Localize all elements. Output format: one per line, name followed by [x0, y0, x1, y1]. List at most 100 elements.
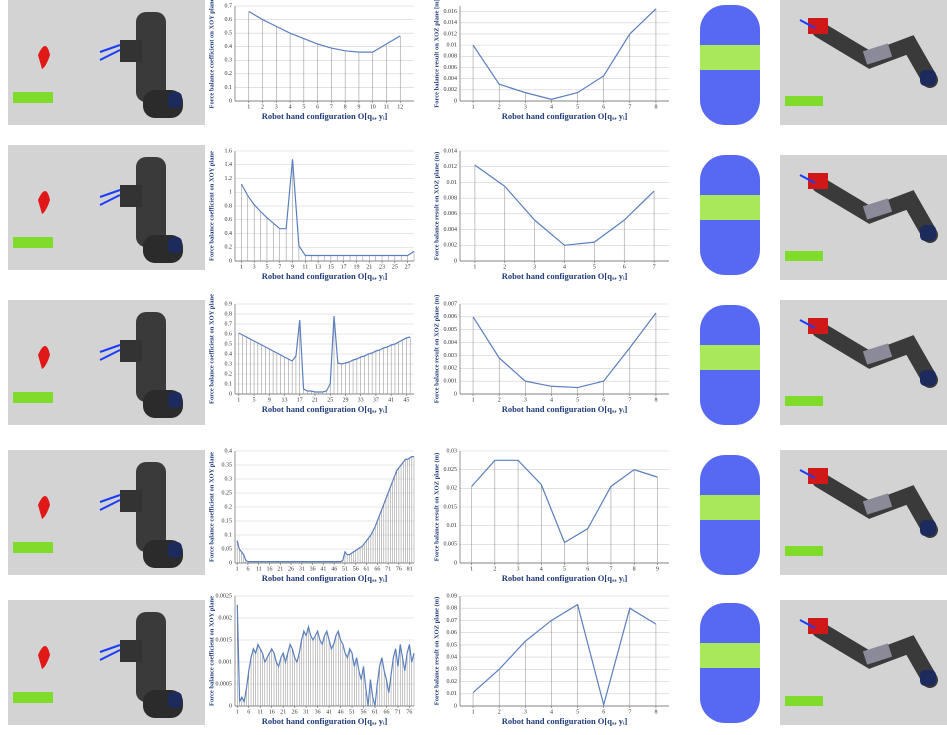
x-tick-label: 61 — [364, 566, 370, 572]
y-tick-label: 1.4 — [225, 162, 233, 168]
x-tick-label: 5 — [265, 264, 268, 270]
x-tick-label: 10 — [370, 104, 376, 110]
x-tick-label: 21 — [280, 709, 286, 715]
y-tick-label: 0.1 — [225, 85, 233, 91]
y-tick-label: 1.6 — [225, 148, 233, 154]
y-tick-label: 0.006 — [444, 65, 458, 71]
x-tick-label: 2 — [498, 104, 501, 110]
robot-image — [780, 0, 947, 125]
x-tick-label: 1 — [247, 104, 250, 110]
x-axis-label: Robot hand configuration O[qₐ, yᵢ] — [262, 271, 388, 281]
x-tick-label: 51 — [342, 566, 348, 572]
y-tick-label: 0.01 — [447, 42, 458, 48]
x-tick-label: 5 — [593, 264, 596, 270]
x-tick-label: 8 — [633, 566, 636, 572]
y-tick-label: 0.03 — [447, 667, 458, 673]
x-axis-label: Robot hand configuration O[qₐ, yᵢ] — [502, 271, 628, 281]
y-tick-label: 0 — [454, 703, 457, 709]
x-tick-label: 71 — [395, 709, 401, 715]
x-tick-label: 11 — [302, 264, 308, 270]
x-tick-label: 5 — [563, 566, 566, 572]
y-tick-label: 0.001 — [219, 659, 233, 665]
object-pointcloud — [700, 155, 760, 275]
x-tick-label: 81 — [407, 566, 413, 572]
y-tick-label: 0 — [229, 560, 232, 566]
x-tick-label: 8 — [654, 709, 657, 715]
x-tick-label: 21 — [366, 264, 372, 270]
y-tick-label: 0.05 — [447, 642, 458, 648]
y-tick-label: 0.8 — [225, 311, 233, 317]
y-tick-label: 0.1 — [225, 381, 233, 387]
x-tick-label: 26 — [292, 709, 298, 715]
x-tick-label: 45 — [403, 397, 409, 403]
y-tick-label: 0.9 — [225, 301, 233, 307]
x-tick-label: 4 — [550, 104, 553, 110]
x-tick-label: 9 — [291, 264, 294, 270]
x-tick-label: 2 — [503, 264, 506, 270]
x-tick-label: 7 — [628, 397, 631, 403]
y-tick-label: 0 — [229, 391, 232, 397]
y-tick-label: 0.2 — [225, 504, 233, 510]
x-tick-label: 5 — [302, 104, 305, 110]
x-axis-label: Robot hand configuration O[qₐ, yᵢ] — [502, 111, 628, 121]
y-tick-label: 0.002 — [444, 87, 458, 93]
y-tick-label: 0.006 — [444, 314, 458, 320]
x-tick-label: 25 — [327, 397, 333, 403]
x-axis-label: Robot hand configuration O[qₐ, yᵢ] — [502, 404, 628, 414]
y-axis-label: Force balance coefficient on XOY plane — [208, 452, 215, 562]
x-tick-label: 16 — [267, 566, 273, 572]
x-tick-label: 4 — [550, 709, 553, 715]
y-tick-label: 0.3 — [225, 361, 233, 367]
y-tick-label: 0.004 — [444, 340, 458, 346]
x-tick-label: 13 — [315, 264, 321, 270]
y-tick-label: 0.008 — [444, 196, 458, 202]
object-pointcloud — [700, 305, 760, 425]
data-line — [236, 456, 414, 563]
x-tick-label: 2 — [261, 104, 264, 110]
x-tick-label: 1 — [472, 397, 475, 403]
x-axis-label: Robot hand configuration O[qₐ, yᵢ] — [502, 573, 628, 583]
y-tick-label: 0 — [454, 98, 457, 104]
chart: 0 0.005 0.01 0.015 0.02 0.025 0.03 1 2 3 4 5 6 7 8 9 Rob… — [433, 448, 669, 583]
y-tick-label: 0.4 — [225, 351, 233, 357]
y-axis-label: Force balance result on XOZ plane (m) — [433, 453, 440, 561]
x-tick-label: 31 — [303, 709, 309, 715]
x-tick-label: 7 — [330, 104, 333, 110]
x-tick-label: 41 — [320, 566, 326, 572]
y-tick-label: 0.0025 — [216, 593, 233, 599]
chart: 00.10.20.30.40.50.60.71 2 3 4 5 6 7 8 9 10 11 12Rob… — [208, 0, 414, 121]
y-tick-label: 0.25 — [222, 490, 233, 496]
x-axis-label: Robot hand configuration O[qₐ, yᵢ] — [262, 573, 388, 583]
y-axis-label: Force balance coefficient on XOY plane — [208, 294, 215, 404]
y-axis-label: Force balance result on XOZ plane [m] — [433, 0, 440, 108]
x-tick-label: 3 — [275, 104, 278, 110]
x-tick-label: 1 — [237, 397, 240, 403]
y-tick-label: 0.4 — [225, 44, 233, 50]
robot-image — [7, 599, 206, 726]
y-axis-label: Force balance result on XOZ plane (m) — [433, 597, 440, 705]
x-tick-label: 13 — [282, 397, 288, 403]
y-tick-label: 0.6 — [225, 331, 233, 337]
y-tick-label: 0.35 — [222, 462, 233, 468]
y-tick-label: 0 — [454, 258, 457, 264]
x-tick-label: 2 — [498, 397, 501, 403]
x-tick-label: 61 — [372, 709, 378, 715]
x-tick-label: 17 — [341, 264, 347, 270]
x-axis-label: Robot hand configuration O[qₐ, yᵢ] — [262, 404, 388, 414]
robot-image — [780, 300, 947, 425]
y-tick-label: 0.2 — [225, 371, 233, 377]
robot-image — [780, 600, 947, 725]
x-tick-label: 1 — [240, 264, 243, 270]
x-tick-label: 6 — [316, 104, 319, 110]
robot-image — [780, 155, 947, 280]
y-tick-label: 0 — [454, 560, 457, 566]
y-tick-label: 0.3 — [225, 476, 233, 482]
x-tick-label: 5 — [576, 104, 579, 110]
data-line — [471, 459, 658, 544]
y-tick-label: 0 — [229, 703, 232, 709]
y-tick-label: 0.6 — [225, 17, 233, 23]
chart: 0 0.002 0.004 0.006 0.008 0.01 0.012 0.014 0.016… — [433, 0, 669, 121]
data-line — [240, 159, 415, 257]
y-tick-label: 0.05 — [222, 546, 233, 552]
